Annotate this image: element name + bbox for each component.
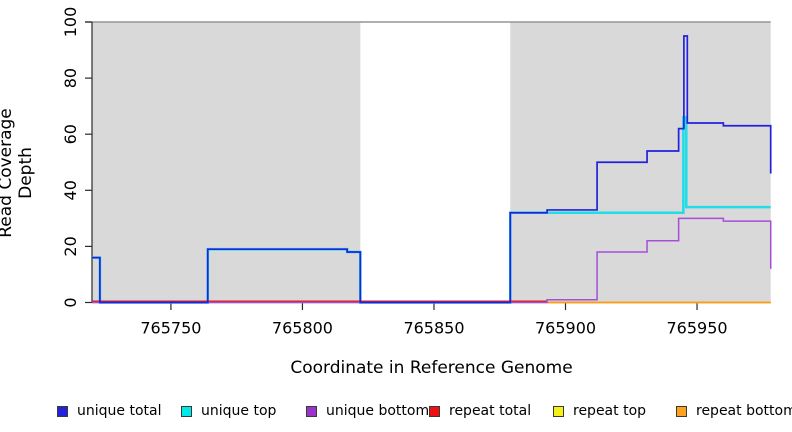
y-tick-label: 80 <box>61 68 80 88</box>
x-tick-label: 765750 <box>140 319 201 338</box>
y-tick-label: 40 <box>61 180 80 200</box>
legend-swatch-unique-total <box>57 405 68 417</box>
legend-item-repeat-top: repeat top <box>553 401 646 421</box>
legend-item-unique-bottom: unique bottom <box>306 401 429 421</box>
legend-label: repeat total <box>449 403 532 419</box>
x-tick-label: 765800 <box>272 319 333 338</box>
legend-item-unique-top: unique top <box>181 401 276 421</box>
legend: unique total unique top unique bottom repea… <box>0 401 792 425</box>
x-tick-label: 765950 <box>667 319 728 338</box>
legend-item-unique-total: unique total <box>57 401 161 421</box>
shaded-region-0 <box>92 22 361 303</box>
legend-item-repeat-total: repeat total <box>429 401 531 421</box>
y-tick-label: 20 <box>61 236 80 256</box>
y-tick-label: 100 <box>61 7 80 38</box>
legend-swatch-unique-top <box>181 405 192 417</box>
x-axis-title: Coordinate in Reference Genome <box>290 358 573 378</box>
legend-label: repeat bottom <box>696 403 792 419</box>
legend-swatch-repeat-top <box>553 405 564 417</box>
legend-item-repeat-bottom: repeat bottom <box>676 401 792 421</box>
legend-label: repeat top <box>573 403 647 419</box>
legend-swatch-repeat-bottom <box>676 405 687 417</box>
series-unique-bottom <box>92 217 772 304</box>
y-tick-label: 60 <box>61 124 80 144</box>
y-axis-title: Read Coverage Depth <box>0 108 36 238</box>
legend-label: unique total <box>77 403 162 419</box>
legend-label: unique top <box>201 403 277 419</box>
y-tick-label: 0 <box>61 297 80 307</box>
series-unique-total <box>92 35 772 304</box>
legend-swatch-repeat-total <box>429 405 440 417</box>
legend-label: unique bottom <box>326 403 430 419</box>
legend-swatch-unique-bottom <box>306 405 317 417</box>
x-tick-label: 765900 <box>535 319 596 338</box>
x-tick-label: 765850 <box>403 319 464 338</box>
